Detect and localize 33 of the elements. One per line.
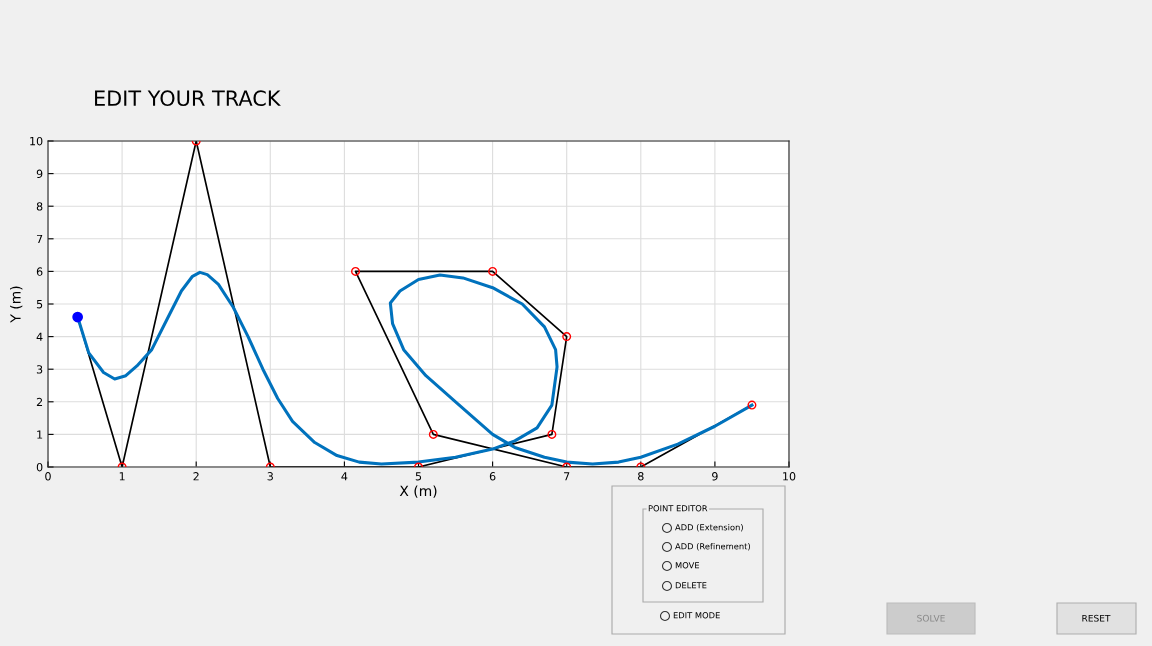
x-tick-label: 6 bbox=[489, 472, 496, 481]
x-tick-label: 0 bbox=[45, 472, 51, 481]
text: ADD (Extension) bbox=[675, 523, 743, 532]
text: RESET bbox=[1082, 614, 1111, 622]
text: POINT EDITOR bbox=[648, 505, 708, 512]
y-tick-label: 8 bbox=[36, 202, 43, 211]
text: SOLVE bbox=[917, 614, 945, 622]
y-tick-label: 1 bbox=[37, 430, 43, 439]
y-tick-label: 6 bbox=[36, 267, 43, 276]
x-tick-label: 9 bbox=[712, 472, 718, 481]
x-tick-label: 8 bbox=[638, 472, 644, 481]
x-axis-title: X (m) bbox=[399, 485, 437, 498]
text: MOVE bbox=[675, 562, 700, 569]
y-tick-label: 9 bbox=[36, 169, 43, 178]
y-tick-label: 10 bbox=[30, 136, 43, 146]
y-tick-label: 2 bbox=[36, 397, 43, 407]
text: EDIT MODE bbox=[673, 612, 720, 619]
x-tick-label: 4 bbox=[341, 472, 348, 481]
y-tick-label: 7 bbox=[36, 234, 43, 244]
y-tick-label: 4 bbox=[36, 332, 43, 341]
x-tick-label: 3 bbox=[267, 472, 273, 481]
text: ADD (Refinement) bbox=[675, 542, 750, 551]
x-tick-label: 2 bbox=[193, 472, 199, 481]
x-tick-label: 1 bbox=[119, 472, 125, 481]
x-tick-label: 5 bbox=[415, 472, 422, 481]
x-tick-label: 7 bbox=[564, 472, 570, 481]
text: DELETE bbox=[675, 582, 707, 589]
y-tick-label: 3 bbox=[36, 365, 43, 374]
y-axis-title: Y (m) bbox=[10, 286, 23, 323]
chart-title: EDIT YOUR TRACK bbox=[95, 90, 281, 107]
y-tick-label: 0 bbox=[36, 462, 43, 472]
x-tick-label: 10 bbox=[783, 472, 796, 481]
y-tick-label: 5 bbox=[36, 300, 43, 309]
